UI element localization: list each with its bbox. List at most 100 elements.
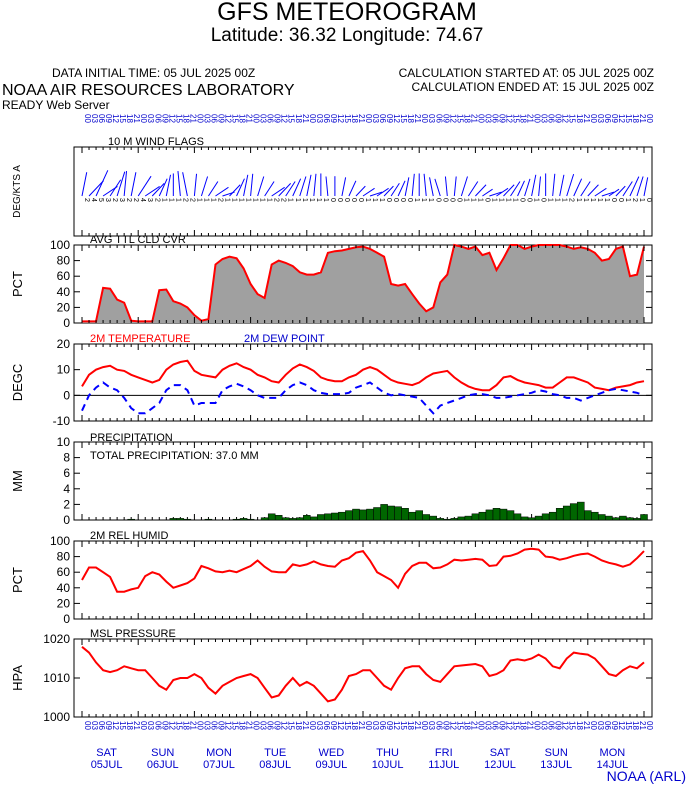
- precip-bar: [345, 510, 353, 521]
- wind-speed-label: 1: [301, 198, 308, 202]
- bottom-time-label: 21: [582, 721, 591, 730]
- wind-barb: [496, 187, 509, 197]
- bottom-time-label: 09: [385, 721, 394, 730]
- wind-speed-label: 1: [561, 198, 568, 202]
- wind-speed-label: 1: [315, 198, 322, 202]
- bottom-time-label: 03: [371, 721, 380, 730]
- bottom-time-label: 21: [357, 721, 366, 730]
- wind-speed-label: 2: [132, 198, 139, 202]
- wind-speed-label: 1: [505, 198, 512, 202]
- wind-speed-label: 1: [209, 198, 216, 202]
- cloud-panel-ylabel: PCT: [10, 271, 25, 297]
- top-time-label: 15: [399, 114, 408, 123]
- wind-barb: [362, 187, 375, 197]
- wind-speed-label: 0: [434, 198, 441, 202]
- wind-speed-label: 1: [371, 198, 378, 202]
- wind-barb: [355, 185, 366, 197]
- bottom-time-label: 15: [399, 721, 408, 730]
- wind-speed-label: 3: [104, 198, 111, 202]
- top-time-label: 18: [631, 114, 640, 123]
- wind-barb: [81, 172, 88, 197]
- bottom-time-label: 00: [252, 721, 261, 730]
- top-time-label: 09: [329, 114, 338, 123]
- y-tick-label: 0: [63, 612, 70, 626]
- wind-barb: [348, 180, 357, 197]
- precip-bar: [450, 518, 459, 521]
- top-time-label: 00: [308, 114, 317, 123]
- y-tick-label: 80: [57, 254, 71, 268]
- wind-speed-label: 1: [287, 198, 294, 202]
- y-tick-label: 20: [57, 300, 71, 314]
- bottom-time-label: 12: [505, 721, 514, 730]
- bottom-time-label: 18: [406, 721, 415, 730]
- top-time-label: 15: [118, 114, 127, 123]
- precip-bar: [577, 501, 585, 521]
- top-time-label: 18: [519, 114, 528, 123]
- day-label: MON: [206, 747, 232, 759]
- precip-bar: [513, 513, 522, 521]
- wind-panel-frame: [73, 146, 653, 237]
- footer-credit: NOAA (ARL): [606, 768, 686, 784]
- bottom-time-label: 00: [364, 721, 373, 730]
- wind-barb: [608, 188, 620, 197]
- bottom-time-label: 06: [97, 721, 106, 730]
- bottom-time-label: 09: [554, 721, 563, 730]
- bottom-time-label: 18: [350, 721, 359, 730]
- bottom-time-label: 15: [624, 721, 633, 730]
- bottom-time-label: 21: [301, 721, 310, 730]
- wind-speed-label: 1: [638, 198, 645, 202]
- top-time-label: 18: [462, 114, 471, 123]
- bottom-time-label: 06: [378, 721, 387, 730]
- top-time-label: 03: [259, 114, 268, 123]
- wind-barb: [369, 191, 383, 197]
- precip-bar: [246, 518, 255, 521]
- precip-bar: [436, 518, 445, 521]
- y-tick-label: 1000: [43, 710, 70, 724]
- wind-barb: [467, 181, 479, 197]
- cloud-cover-area: [82, 245, 644, 323]
- wind-speed-label: 2: [216, 198, 223, 202]
- wind-speed-label: 1: [427, 198, 434, 202]
- wind-barb: [629, 176, 640, 197]
- wind-barb: [250, 173, 254, 197]
- top-time-label: 00: [533, 114, 542, 123]
- bottom-time-label: 21: [526, 721, 535, 730]
- precip-bar: [183, 518, 192, 521]
- day-label: FRI: [435, 747, 453, 759]
- wind-speed-label: 0: [441, 198, 448, 202]
- top-time-label: 06: [266, 114, 275, 123]
- bottom-time-label: 09: [160, 721, 169, 730]
- org-name: NOAA AIR RESOURCES LABORATORY: [2, 82, 295, 99]
- precip-bar: [281, 517, 290, 521]
- wind-barb: [299, 176, 307, 197]
- precip-bar: [127, 518, 135, 521]
- top-time-label: 00: [420, 114, 429, 123]
- top-time-label: 12: [617, 114, 626, 123]
- bottom-time-label: 00: [308, 721, 317, 730]
- wind-barb: [95, 170, 109, 197]
- wind-speed-label: 2: [280, 198, 287, 202]
- wind-barb: [538, 176, 541, 197]
- wind-barb: [144, 185, 160, 197]
- top-time-label: 09: [610, 114, 619, 123]
- precip-bar: [176, 518, 185, 521]
- top-time-label: 21: [413, 114, 422, 123]
- bottom-time-label: 18: [631, 721, 640, 730]
- date-label: 14JUL: [596, 759, 628, 771]
- wind-speed-label: 1: [202, 198, 209, 202]
- precip-bar: [408, 511, 416, 521]
- bottom-time-label: 12: [561, 721, 570, 730]
- precip-bar: [394, 506, 402, 521]
- top-time-label: 06: [153, 114, 162, 123]
- precip-bar: [401, 508, 409, 521]
- location-subtitle: Latitude: 36.32 Longitude: 74.67: [210, 25, 484, 46]
- wind-barb: [580, 181, 591, 197]
- top-time-label: 09: [160, 114, 169, 123]
- precip-bar: [415, 510, 423, 521]
- bottom-time-label: 03: [146, 721, 155, 730]
- top-time-label: 18: [181, 114, 190, 123]
- top-time-label: 12: [505, 114, 514, 123]
- wind-barb: [200, 176, 209, 197]
- top-time-label: 21: [301, 114, 310, 123]
- top-time-label: 03: [596, 114, 605, 123]
